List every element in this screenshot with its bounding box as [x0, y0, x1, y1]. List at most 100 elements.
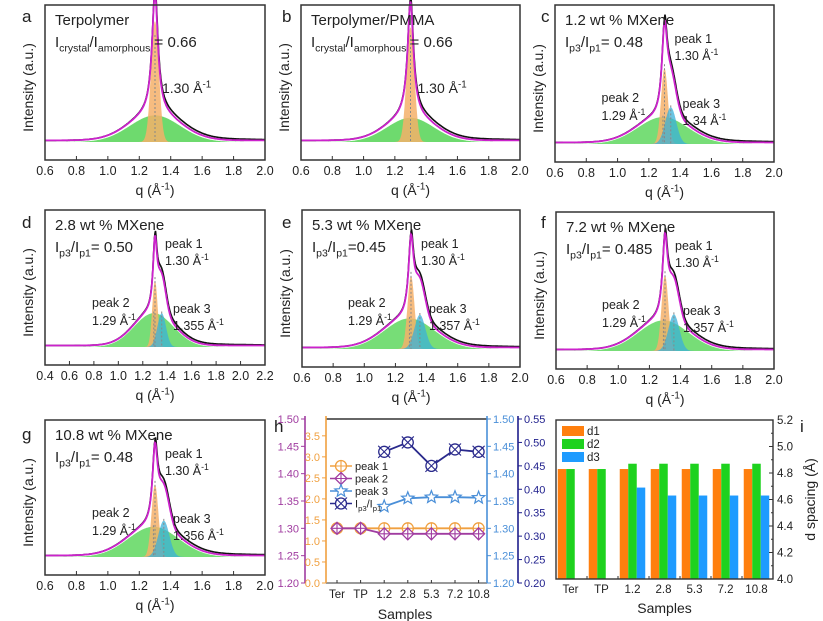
x-tick-label: 2.0: [256, 164, 273, 178]
bar-d3: [729, 495, 739, 579]
x-tick-label: 5.3: [687, 584, 703, 596]
label-part: p1: [79, 458, 91, 470]
panel-letter: g: [22, 425, 31, 444]
x-tick-label: 1.0: [110, 369, 127, 383]
label-part: -1: [726, 319, 734, 329]
left-outer-axis-tick-label: 1.20: [278, 578, 299, 590]
ratio-label: Ip3/Ip1= 0.485: [566, 241, 652, 262]
legend-label: Ip3/Ip1: [355, 499, 381, 513]
y-tick-label: 4.4: [777, 521, 794, 533]
plot-frame: [44, 419, 266, 576]
y-axis-title: d spacing (Å): [802, 458, 818, 540]
right-inner-axis-tick-label: 1.25: [493, 551, 514, 563]
fit-curve: [45, 235, 265, 347]
left-outer-axis-tick-label: 1.35: [278, 496, 299, 508]
label-part: -1: [417, 181, 426, 192]
x-tick-label: 0.8: [85, 369, 102, 383]
y-tick-label: 5.2: [777, 415, 793, 427]
panel-letter: f: [541, 213, 546, 232]
diamond-plus-marker: [448, 526, 462, 541]
ratio-label: Icrystal/Iamorphous = 0.66: [55, 34, 197, 55]
peak3-name: peak 3: [683, 97, 721, 111]
fit-curve: [556, 230, 774, 351]
label-part: -1: [472, 317, 480, 327]
label-part: 1.30 Å: [165, 463, 202, 478]
label-part: -1: [458, 79, 467, 90]
circle-x-marker: [334, 497, 348, 510]
x-tick-label: TP: [353, 589, 368, 601]
x-tick-label: 10.8: [745, 584, 767, 596]
label-part: q (Å: [391, 389, 417, 405]
peak1-name: peak 1: [675, 239, 713, 253]
x-tick-label: 2.2: [256, 369, 273, 383]
bar-d2: [659, 463, 668, 579]
plot-frame: [44, 4, 266, 161]
label-part: = 0.48: [601, 34, 643, 51]
legend-label: peak 1: [355, 461, 388, 473]
label-part: ): [679, 184, 684, 200]
peak3-position: 1.357 Å-1: [429, 317, 480, 333]
x-tick-label: 0.8: [68, 164, 85, 178]
label-part: q (Å: [645, 391, 671, 407]
x-axis-title: q (Å-1): [391, 181, 430, 198]
right-outer-axis-tick-label: 0.30: [524, 531, 545, 543]
left-outer-axis-tick-label: 1.40: [278, 469, 299, 481]
ratio-label: Ip3/Ip1= 0.50: [55, 239, 133, 260]
label-part: 1.29 Å: [348, 313, 385, 328]
marker-shape: [447, 489, 463, 504]
bar-d3: [760, 495, 770, 579]
right-outer-axis-tick-label: 0.45: [524, 461, 545, 473]
peak1-position: 1.30 Å-1: [675, 47, 719, 63]
label-part: p3: [358, 504, 367, 513]
bar-d1: [650, 469, 660, 579]
diamond-plus-marker: [471, 526, 486, 541]
label-part: 1.30 Å: [162, 80, 203, 96]
x-tick-label: 1.0: [609, 166, 626, 180]
x-tick-label: 1.4: [671, 166, 688, 180]
label-part: /I: [328, 239, 336, 256]
left-inner-axis-tick-label: 2.5: [305, 473, 320, 485]
label-part: -1: [201, 462, 209, 472]
bar-d1: [681, 469, 691, 579]
label-part: -1: [457, 252, 465, 262]
label-part: I: [55, 239, 59, 256]
panel-h: h 1.20 1.25 1.30 1.35 1.40 1.45 1.50 0.0 0.5 1.0 1.…: [274, 414, 545, 621]
label-part: -1: [128, 522, 136, 532]
label-part: 1.29 Å: [602, 315, 639, 330]
x-tick-label: 1.2: [641, 373, 658, 387]
diamond-plus-marker: [353, 521, 368, 536]
panel-title: 5.3 wt % MXene: [312, 217, 421, 234]
diamond-plus-marker: [377, 526, 392, 541]
x-tick-label: 0.6: [61, 369, 78, 383]
left-outer-axis-tick-label: 1.45: [278, 441, 299, 453]
peak1-position: 1.30 Å-1: [675, 254, 719, 270]
label-part: p1: [336, 248, 348, 260]
legend-label: d3: [587, 452, 600, 464]
x-axis-title: Samples: [637, 600, 691, 616]
x-tick-label: 1.2: [640, 166, 657, 180]
x-axis-title: q (Å-1): [135, 181, 174, 198]
peak2-name: peak 2: [92, 296, 130, 310]
circle-x-marker: [401, 436, 415, 449]
label-part: -1: [638, 107, 646, 117]
label-part: 1.356 Å: [173, 528, 217, 543]
marker-cross: [425, 459, 438, 473]
x-tick-label: 1.2: [134, 369, 151, 383]
panel-title: 2.8 wt % MXene: [55, 217, 164, 234]
x-tick-label: 2.0: [232, 369, 249, 383]
right-inner-axis-tick-label: 1.50: [493, 414, 514, 426]
label-part: p3: [316, 248, 328, 260]
label-part: q (Å: [645, 184, 671, 200]
panel-letter: a: [22, 7, 32, 26]
label-part: /I: [581, 34, 589, 51]
x-tick-label: 2.0: [765, 166, 782, 180]
peak1-position: 1.30 Å-1: [165, 252, 209, 268]
panel-i: i Ter TP 1.2 2.8 5.3 7.2 10.8 4.0 4.2 4.4 4.6 4.8 5.0…: [555, 415, 818, 616]
marker-cross: [448, 443, 462, 456]
label-part: -1: [638, 314, 646, 324]
ratio-label: Ip3/Ip1= 0.48: [55, 449, 133, 470]
left-outer-axis-tick-label: 1.50: [278, 414, 299, 426]
right-inner-axis-tick-label: 1.20: [493, 578, 514, 590]
